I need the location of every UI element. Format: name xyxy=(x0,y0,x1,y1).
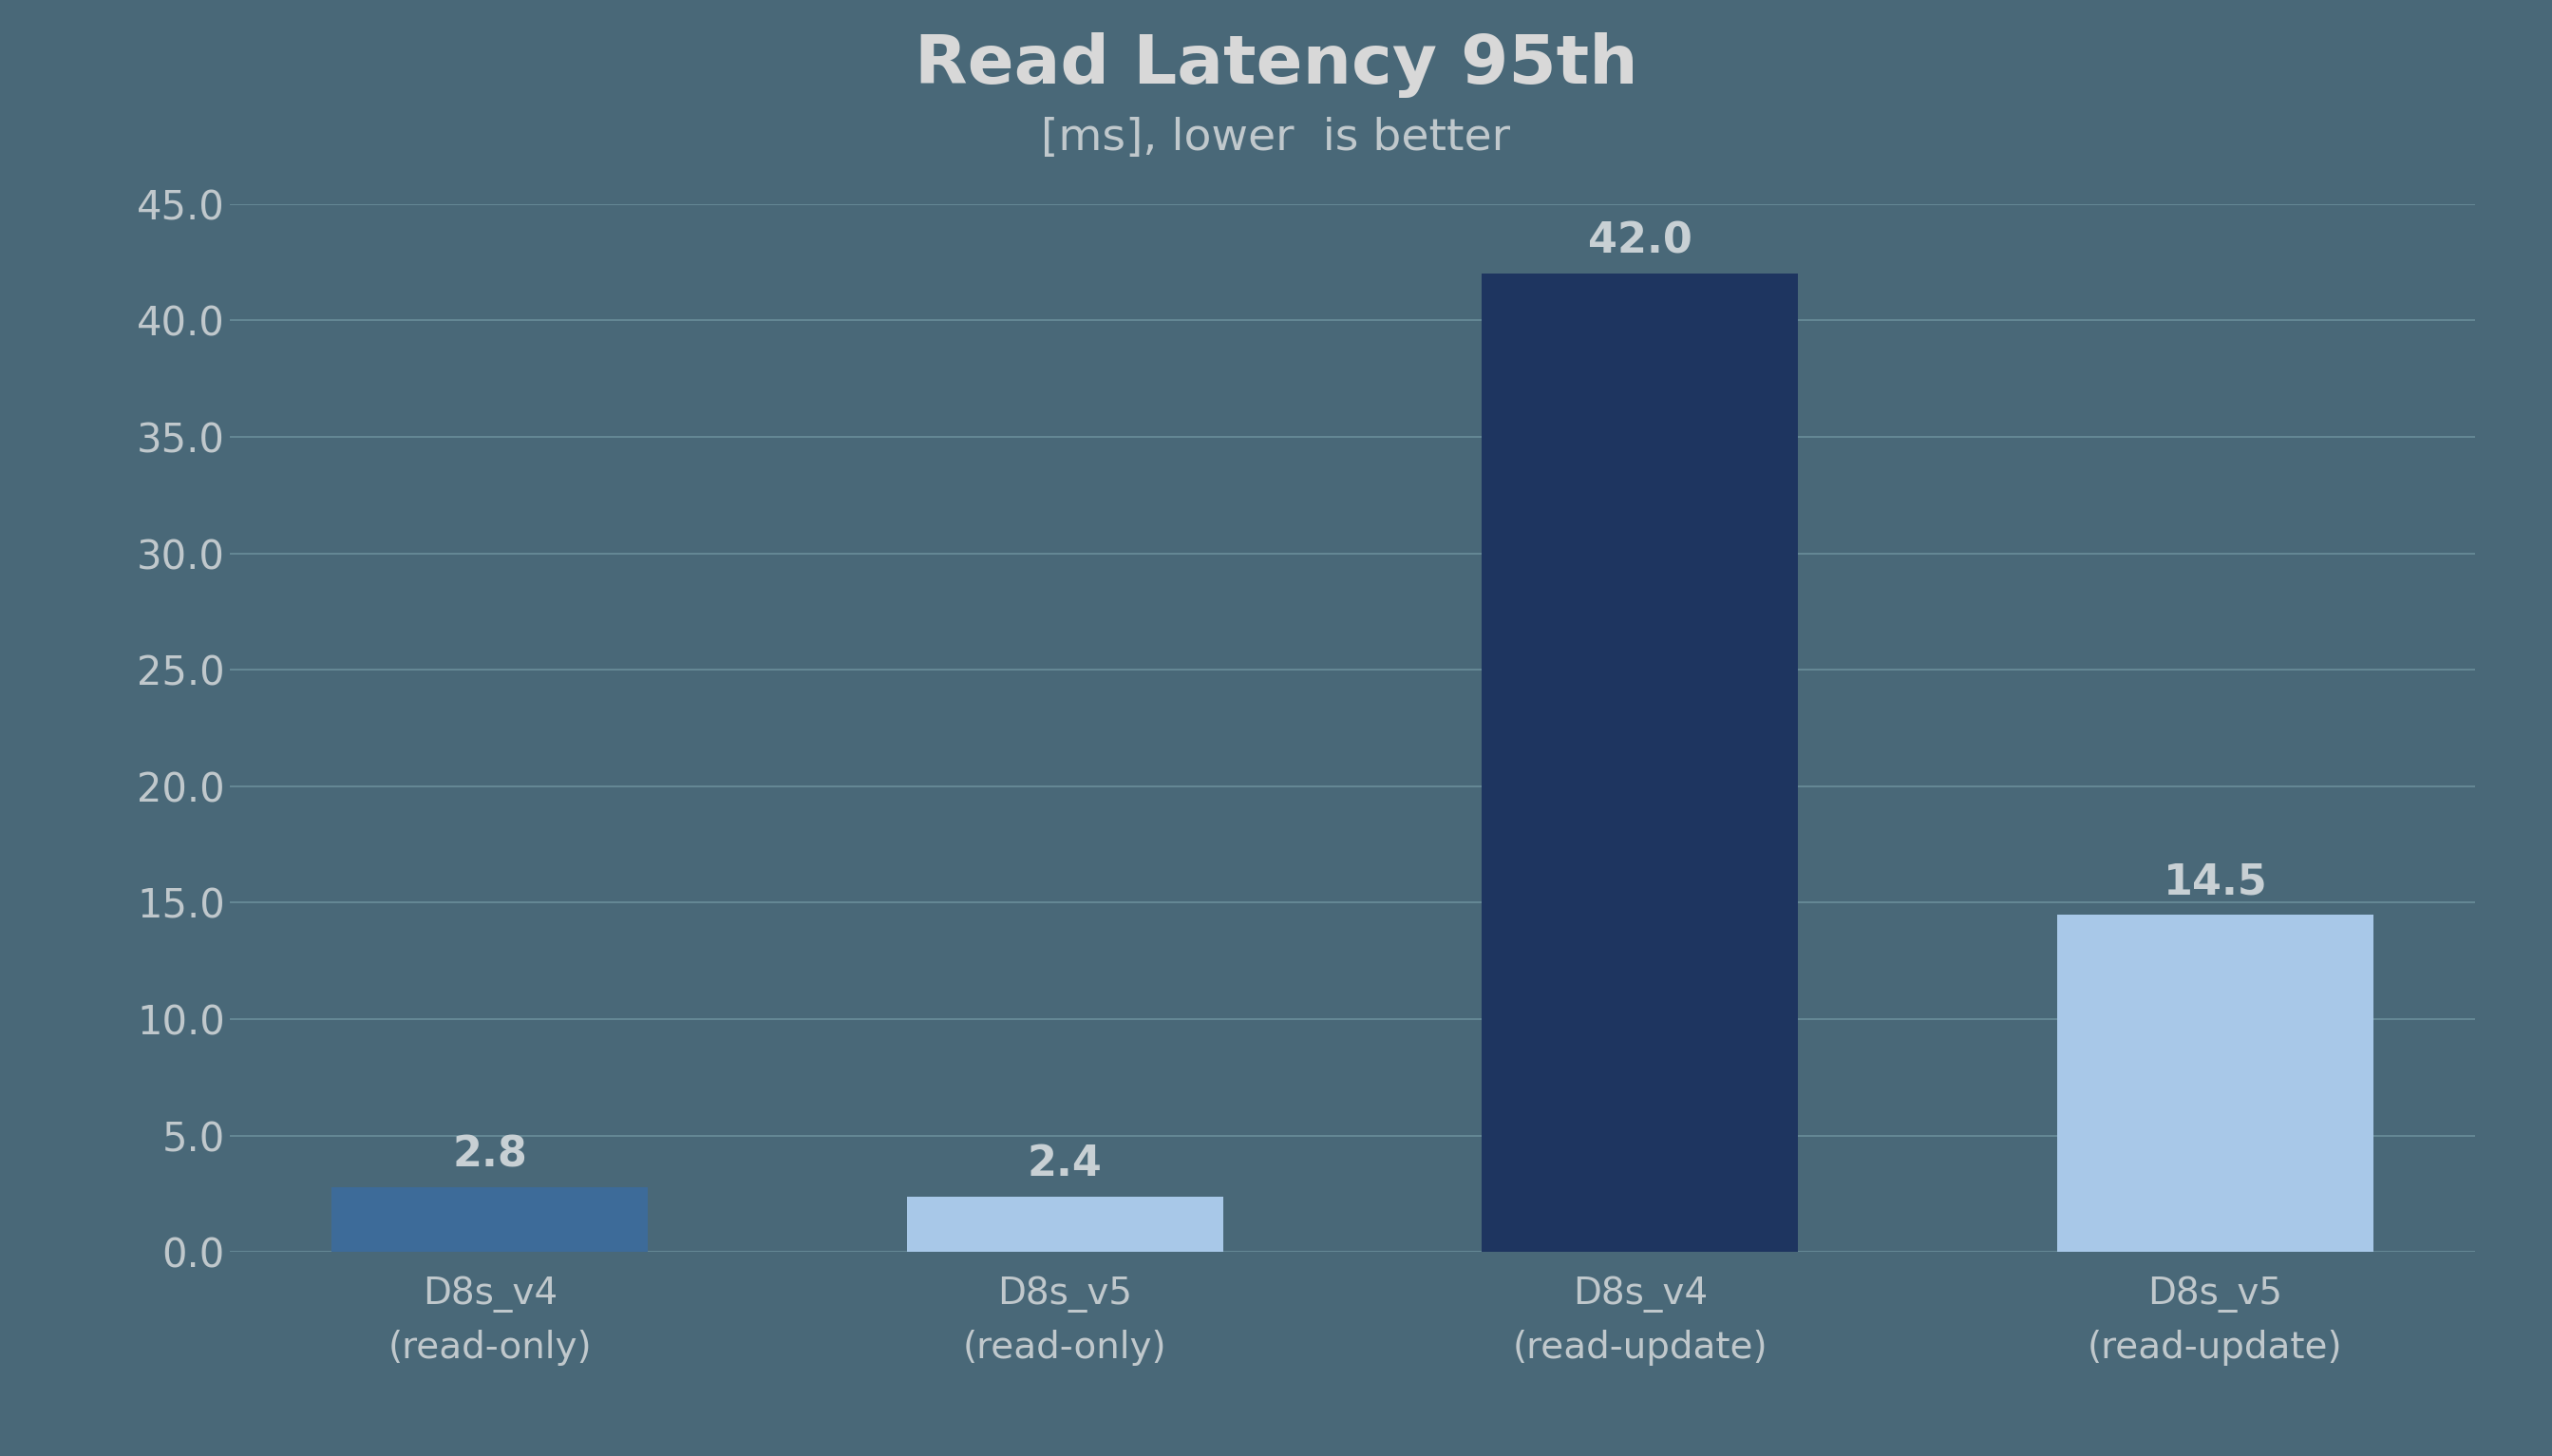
Text: [ms], lower  is better: [ms], lower is better xyxy=(1041,116,1511,160)
Bar xyxy=(906,1197,1222,1252)
Bar xyxy=(1483,274,1799,1252)
Text: 2.4: 2.4 xyxy=(1028,1144,1102,1185)
Text: 14.5: 14.5 xyxy=(2164,862,2266,903)
Bar xyxy=(332,1187,648,1252)
Text: 42.0: 42.0 xyxy=(1587,221,1692,262)
Text: Read Latency 95th: Read Latency 95th xyxy=(914,32,1638,99)
Bar xyxy=(2057,914,2373,1252)
Text: 2.8: 2.8 xyxy=(452,1134,528,1175)
